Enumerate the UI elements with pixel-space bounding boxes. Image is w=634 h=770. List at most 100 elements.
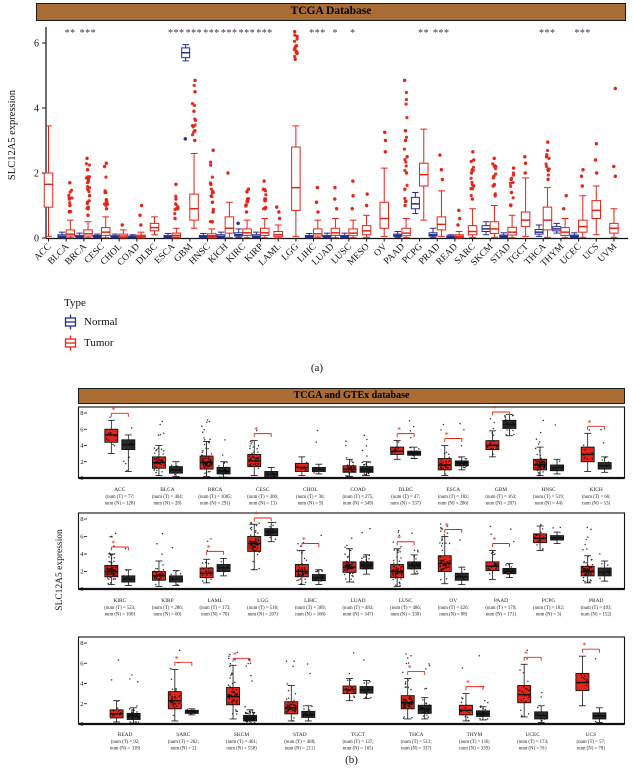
svg-text:*: * [397, 534, 401, 543]
svg-text:(num (T) = 77;: (num (T) = 77; [105, 495, 134, 500]
panel-b-group-BRCA: BRCA (num (T) = 1085; num (N) = 291) [198, 419, 232, 507]
svg-text:*: * [302, 536, 306, 545]
svg-text:num (N) = 60): num (N) = 60) [154, 613, 182, 618]
svg-text:2: 2 [80, 701, 83, 708]
tumor-boxplot-icon [64, 335, 77, 351]
svg-text:num (N) = 2): num (N) = 2) [171, 747, 197, 752]
svg-text:*: * [524, 649, 528, 658]
svg-text:num (N) = 171): num (N) = 171) [486, 613, 517, 618]
svg-text:***: *** [168, 28, 185, 39]
panel-b-group-HNSC: HNSC (num (T) = 519; num (N) = 44) [533, 419, 564, 507]
panel-b-title-bar: TCGA and GTEx database [78, 388, 625, 404]
svg-text:num (N) = 165): num (N) = 165) [343, 747, 374, 752]
panel-a-legend: Type Normal Tumor [64, 297, 118, 351]
svg-text:(num (T) = 57;: (num (T) = 57; [577, 740, 606, 745]
svg-text:*: * [350, 28, 356, 39]
svg-text:(num (T) = 404;: (num (T) = 404; [152, 495, 183, 500]
svg-text:(num (T) = 461;: (num (T) = 461; [226, 740, 257, 745]
svg-text:2: 2 [34, 169, 39, 180]
svg-text:OV: OV [449, 598, 457, 604]
panel-b-group-KIRP: KIRP (num (T) = 286; num (N) = 60) [152, 532, 183, 618]
legend-label-tumor: Tumor [84, 337, 114, 349]
svg-text:(num (T) = 369;: (num (T) = 369; [295, 606, 326, 611]
svg-text:0: 0 [80, 475, 83, 482]
svg-text:***: *** [539, 28, 556, 39]
svg-text:4: 4 [80, 681, 84, 688]
svg-text:SARC: SARC [176, 732, 190, 738]
svg-text:ACC: ACC [114, 487, 125, 493]
svg-text:*: * [588, 418, 592, 427]
panel-b-group-UCEC: * UCEC (num (T) = 174; num (N) = 91) [517, 649, 548, 751]
svg-text:*: * [445, 431, 449, 440]
svg-text:num (N) = 53): num (N) = 53) [582, 502, 610, 507]
panel-b-group-GBM: * GBM (num (T) = 163; num (N) = 207) [485, 404, 516, 507]
svg-text:(num (T) = 493;: (num (T) = 493; [581, 606, 612, 611]
caption-a: (a) [310, 362, 324, 374]
svg-text:(num (T) = 518;: (num (T) = 518; [247, 606, 278, 611]
legend-item-normal: Normal [64, 314, 118, 330]
svg-text:num (N) = 13): num (N) = 13) [249, 502, 277, 507]
svg-text:HNSC: HNSC [541, 487, 556, 493]
svg-text:UCEC: UCEC [525, 732, 540, 738]
svg-text:num (N) = 207): num (N) = 207) [486, 502, 517, 507]
svg-text:KICH: KICH [590, 487, 603, 493]
svg-text:GBM: GBM [495, 487, 507, 493]
svg-text:***: *** [221, 28, 238, 39]
svg-text:PCPG: PCPG [542, 598, 556, 604]
svg-text:PAAD: PAAD [494, 598, 508, 604]
panel-b-group-LAML: * LAML (num (T) = 173; num (N) = 70) [200, 538, 231, 618]
svg-text:(num (T) = 47;: (num (T) = 47; [391, 495, 420, 500]
svg-text:KICH: KICH [207, 242, 231, 266]
svg-text:num (N) = 152): num (N) = 152) [581, 613, 612, 618]
svg-text:*: * [492, 536, 496, 545]
svg-text:(num (T) = 137;: (num (T) = 137; [342, 740, 373, 745]
svg-text:8: 8 [80, 410, 83, 417]
panel-a-group-UCS: UCS [581, 142, 601, 262]
svg-text:(num (T) = 262;: (num (T) = 262; [168, 740, 199, 745]
svg-text:num (N) = 337): num (N) = 337) [390, 502, 421, 507]
svg-text:num (N) = 286): num (N) = 286) [438, 502, 469, 507]
svg-text:0: 0 [34, 234, 39, 245]
panel-b-plot: SLC12A5 expression 0 2 4 6 8 * ACC (num (T) = 77… [55, 404, 626, 752]
svg-text:LUSC: LUSC [399, 598, 413, 604]
panel-b-group-OV: * OV (num (T) = 426; num (N) = 88) [438, 522, 469, 618]
svg-text:SKCM: SKCM [234, 732, 249, 738]
panel-a-group-BLCA: **BLCA [46, 28, 75, 267]
svg-text:***: *** [186, 28, 203, 39]
svg-text:(num (T) = 36;: (num (T) = 36; [296, 495, 325, 500]
svg-text:8: 8 [80, 640, 83, 647]
svg-text:BRCA: BRCA [208, 487, 223, 493]
svg-text:THYM: THYM [467, 732, 483, 738]
svg-text:(num (T) = 179;: (num (T) = 179; [485, 606, 516, 611]
svg-text:num (N) = 128): num (N) = 128) [105, 502, 136, 507]
panel-b-group-THYM: * THYM (num (T) = 118; num (N) = 339) [459, 655, 490, 752]
legend-item-tumor: Tumor [64, 335, 118, 351]
svg-text:BLCA: BLCA [160, 487, 174, 493]
panel-b-group-UCS: * UCS (num (T) = 57; num (N) = 78) [575, 641, 607, 752]
svg-text:***: *** [433, 28, 450, 39]
svg-text:COAD: COAD [350, 487, 365, 493]
svg-text:**: ** [65, 28, 76, 39]
svg-text:num (N) = 70): num (N) = 70) [201, 613, 229, 618]
svg-text:num (N) = 349): num (N) = 349) [343, 502, 374, 507]
svg-text:UCS: UCS [586, 732, 597, 738]
svg-text:*: * [466, 679, 470, 688]
svg-text:6: 6 [80, 426, 84, 433]
svg-text:*: * [492, 404, 496, 413]
svg-text:*: * [332, 28, 338, 39]
panel-a-group-OV: OV [373, 130, 389, 259]
panel-b-group-READ: READ (num (T) = 92; num (N) = 318) [109, 659, 141, 752]
svg-text:(num (T) = 163;: (num (T) = 163; [485, 495, 516, 500]
panel-a-title: TCGA Database [290, 5, 372, 17]
svg-text:num (N) = 558): num (N) = 558) [226, 747, 257, 752]
svg-text:(num (T) = 408;: (num (T) = 408; [284, 740, 315, 745]
svg-text:LIHC: LIHC [304, 598, 317, 604]
svg-text:num (N) = 100): num (N) = 100) [105, 613, 136, 618]
panel-b-group-KICH: * KICH (num (T) = 66; num (N) = 53) [580, 418, 612, 507]
panel-b-row-1: 0 2 4 6 8 * ACC (num (T) = 77; num (N) = 128) BLC… [77, 404, 626, 507]
svg-text:***: *** [239, 28, 256, 39]
svg-text:(num (T) = 306;: (num (T) = 306; [247, 495, 278, 500]
svg-text:***: *** [256, 28, 273, 39]
svg-text:(num (T) = 174;: (num (T) = 174; [517, 740, 548, 745]
svg-text:(num (T) = 118;: (num (T) = 118; [459, 740, 490, 745]
